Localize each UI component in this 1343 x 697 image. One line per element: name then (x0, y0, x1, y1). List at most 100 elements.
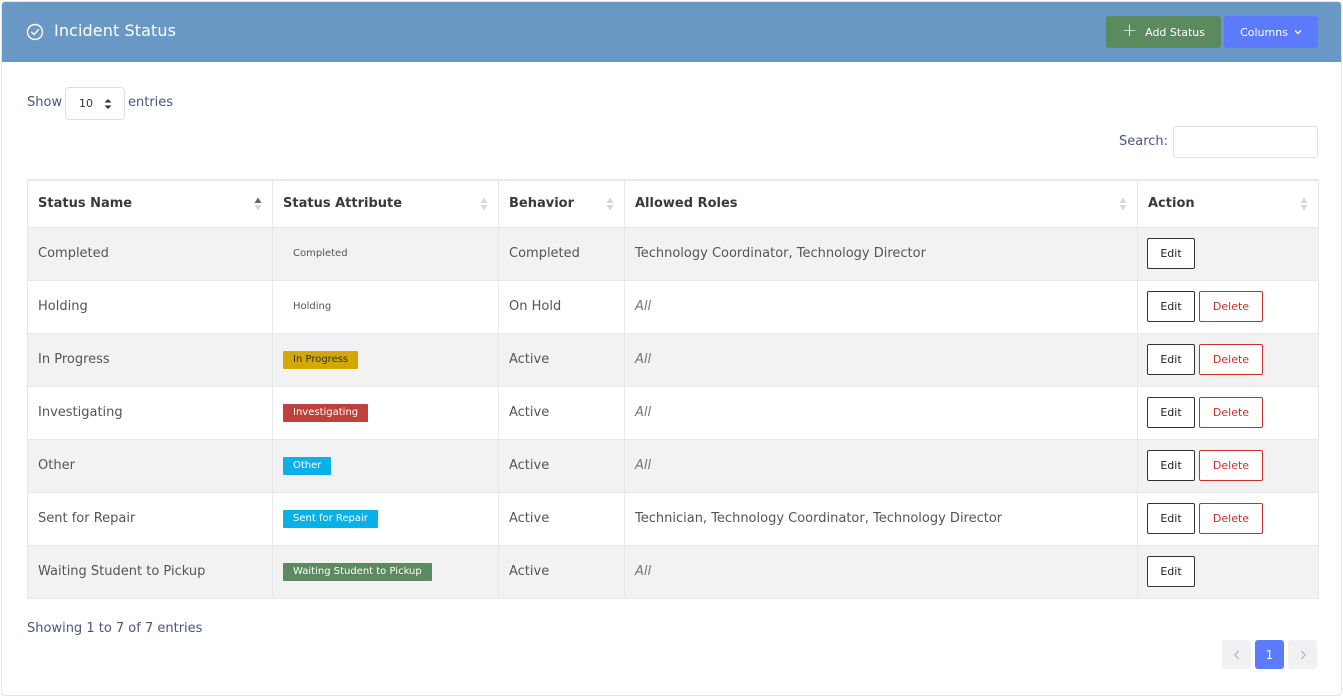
status-attribute-badge: Holding (293, 300, 332, 312)
columns-button[interactable]: Columns (1224, 16, 1318, 48)
table-row: Completed Completed Completed Technology Co… (27, 227, 1319, 281)
allowed-roles-value: All (635, 299, 652, 314)
behavior-cell: Completed (498, 227, 625, 281)
delete-button[interactable]: Delete (1199, 291, 1263, 322)
status-attribute-cell: Sent for Repair (272, 492, 499, 546)
status-attribute-badge: Completed (293, 247, 348, 259)
status-name-cell: Waiting Student to Pickup (27, 545, 273, 599)
status-attribute-cell: Investigating (272, 386, 499, 440)
behavior-value: Active (509, 352, 550, 367)
allowed-roles-value: All (635, 352, 652, 367)
column-label: Status Attribute (283, 196, 403, 212)
card-header: Incident Status + Add Status Columns (2, 2, 1341, 62)
search-input[interactable] (1173, 126, 1318, 158)
status-name-cell: Other (27, 439, 273, 493)
action-cell: Edit Delete (1137, 492, 1319, 546)
behavior-value: On Hold (509, 299, 562, 314)
status-attribute-badge: In Progress (283, 350, 359, 369)
entries-per-page-select[interactable]: 10 (65, 87, 125, 120)
status-name: Other (38, 458, 75, 473)
status-attribute-badge: Waiting Student to Pickup (283, 562, 432, 581)
allowed-roles-value: All (635, 564, 652, 579)
status-name-cell: Completed (27, 227, 273, 281)
allowed-roles-cell: All (624, 386, 1138, 440)
table-info: Showing 1 to 7 of 7 entries (27, 621, 203, 636)
edit-button[interactable]: Edit (1147, 503, 1195, 534)
action-cell: Edit Delete (1137, 386, 1319, 440)
behavior-cell: Active (498, 439, 625, 493)
edit-button[interactable]: Edit (1147, 344, 1195, 375)
column-header-behavior[interactable]: Behavior (498, 180, 625, 228)
status-name: Waiting Student to Pickup (38, 564, 206, 579)
page-button-1[interactable]: 1 (1255, 640, 1284, 669)
behavior-cell: Active (498, 545, 625, 599)
status-attribute-cell: Completed (272, 227, 499, 281)
status-attribute-cell: Holding (272, 280, 499, 334)
delete-button[interactable]: Delete (1199, 450, 1263, 481)
column-header-allowed-roles[interactable]: Allowed Roles (624, 180, 1138, 228)
select-arrows-icon (104, 99, 112, 109)
action-cell: Edit Delete (1137, 280, 1319, 334)
chevron-right-icon (1300, 650, 1306, 659)
chevron-left-icon (1233, 650, 1239, 659)
status-name-cell: In Progress (27, 333, 273, 387)
behavior-cell: On Hold (498, 280, 625, 334)
edit-button[interactable]: Edit (1147, 238, 1195, 269)
column-label: Allowed Roles (635, 196, 738, 212)
edit-button[interactable]: Edit (1147, 397, 1195, 428)
sort-asc-icon (254, 197, 262, 211)
behavior-value: Active (509, 511, 550, 526)
page-title: Incident Status (54, 21, 177, 40)
sort-icon (606, 197, 614, 211)
table-row: Holding Holding On Hold All Edit Delete (27, 280, 1319, 334)
delete-button[interactable]: Delete (1199, 397, 1263, 428)
table-row: Investigating Investigating Active All Edit D… (27, 386, 1319, 440)
status-name: Completed (38, 246, 109, 261)
behavior-value: Active (509, 564, 550, 579)
delete-button[interactable]: Delete (1199, 344, 1263, 375)
allowed-roles-cell: All (624, 333, 1138, 387)
column-header-action[interactable]: Action (1137, 180, 1319, 228)
behavior-cell: Active (498, 492, 625, 546)
table-row: Waiting Student to Pickup Waiting Student… (27, 545, 1319, 599)
allowed-roles-cell: All (624, 280, 1138, 334)
column-label: Status Name (38, 196, 133, 212)
status-attribute-badge: Other (283, 456, 332, 475)
status-name: In Progress (38, 352, 110, 367)
status-attribute-cell: In Progress (272, 333, 499, 387)
status-name-cell: Investigating (27, 386, 273, 440)
action-cell: Edit (1137, 545, 1319, 599)
column-header-status-name[interactable]: Status Name (27, 180, 273, 228)
entries-label: entries (128, 95, 174, 110)
status-table: Status Name Status Attribute Behavior (27, 179, 1319, 599)
allowed-roles-value: Technician, Technology Coordinator, Tech… (635, 511, 1003, 526)
column-label: Behavior (509, 196, 575, 212)
behavior-value: Completed (509, 246, 580, 261)
sort-icon (1300, 197, 1308, 211)
allowed-roles-cell: Technician, Technology Coordinator, Tech… (624, 492, 1138, 546)
check-circle-icon (26, 23, 44, 41)
edit-button[interactable]: Edit (1147, 450, 1195, 481)
delete-button[interactable]: Delete (1199, 503, 1263, 534)
add-status-label: Add Status (1145, 25, 1205, 39)
edit-button[interactable]: Edit (1147, 291, 1195, 322)
status-attribute-cell: Waiting Student to Pickup (272, 545, 499, 599)
next-page-button[interactable] (1288, 640, 1317, 669)
table-row: Sent for Repair Sent for Repair Active Tech… (27, 492, 1319, 546)
add-status-button[interactable]: + Add Status (1106, 16, 1221, 48)
plus-icon: + (1122, 20, 1138, 41)
behavior-cell: Active (498, 333, 625, 387)
edit-button[interactable]: Edit (1147, 556, 1195, 587)
columns-label: Columns (1240, 25, 1288, 39)
show-label: Show (27, 95, 63, 110)
previous-page-button[interactable] (1222, 640, 1251, 669)
allowed-roles-cell: Technology Coordinator, Technology Direc… (624, 227, 1138, 281)
allowed-roles-cell: All (624, 545, 1138, 599)
table-row: Other Other Active All Edit Delete (27, 439, 1319, 493)
pagination: 1 (1222, 640, 1317, 669)
status-name: Investigating (38, 405, 123, 420)
chevron-down-icon (1294, 30, 1302, 35)
table-row: In Progress In Progress Active All Edit Delet… (27, 333, 1319, 387)
column-header-status-attribute[interactable]: Status Attribute (272, 180, 499, 228)
behavior-cell: Active (498, 386, 625, 440)
